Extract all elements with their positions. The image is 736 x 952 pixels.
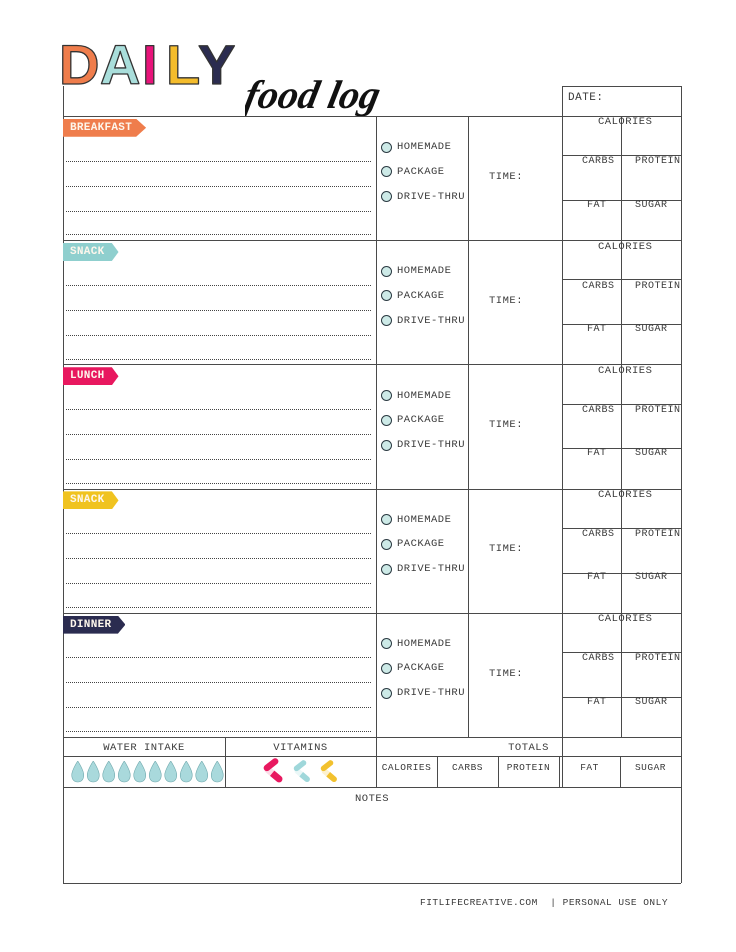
svg-text:I: I bbox=[142, 38, 158, 96]
svg-text:Y: Y bbox=[198, 38, 235, 96]
svg-text:L: L bbox=[166, 38, 200, 96]
svg-text:A: A bbox=[100, 38, 140, 96]
svg-text:food log: food log bbox=[245, 72, 385, 117]
svg-text:D: D bbox=[59, 38, 99, 96]
